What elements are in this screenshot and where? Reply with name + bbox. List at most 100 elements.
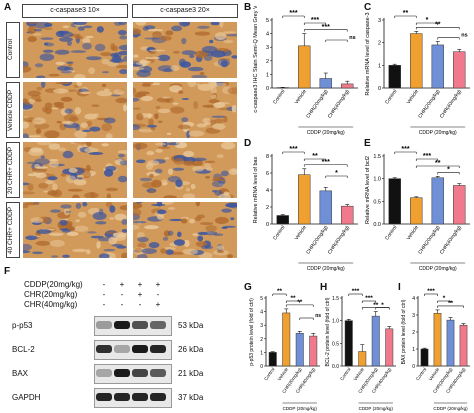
sig-label: ns (349, 35, 355, 41)
sig-label: ** (277, 288, 283, 295)
x-tick-label: Vehicle (406, 89, 420, 106)
row-label-chr40: 40 CHR+ CDDP (6, 202, 20, 258)
x-tick-label: Vehicle (294, 225, 308, 242)
bar (446, 319, 455, 367)
x-tick-label: CHR(40mg/kg) (327, 224, 351, 255)
y-tick-label: 1.0 (373, 177, 381, 183)
micrograph-tile (22, 81, 128, 139)
condition-sign: - (102, 280, 106, 289)
x-tick-label: Control (272, 225, 286, 242)
blot-band (132, 369, 148, 377)
condition-sign: + (119, 280, 125, 289)
y-tick-label: 8 (266, 154, 269, 160)
chart-c: Relative mRNA level of caspase-3 0 1 2 3 Cont… (365, 10, 470, 136)
y-tick-label: 1 (260, 350, 263, 356)
sig-label: ** (448, 300, 454, 307)
y-tick-label: 2 (378, 41, 381, 47)
blot-band (150, 321, 166, 329)
y-tick-label: 4 (266, 188, 269, 194)
micrograph-tile (22, 21, 128, 79)
sig-label: ** (435, 160, 441, 167)
y-tick-label: 2 (266, 59, 269, 65)
x-tick-label: CHR(20mg/kg) (305, 88, 329, 119)
micrograph-tile (132, 81, 238, 139)
chart-d: Relative mRNA level of bax 0 2 4 6 8 Control Ve… (253, 146, 358, 272)
y-tick-label: 4 (412, 296, 415, 302)
sig-label: * (335, 170, 338, 177)
condition-sign: - (120, 300, 124, 309)
panel-letter-e: E (364, 138, 371, 149)
blot-band (96, 393, 112, 401)
x-tick-label: Vehicle (277, 366, 290, 381)
condition-sign: + (137, 280, 143, 289)
blot-band (114, 369, 130, 377)
bar (276, 215, 289, 225)
blot-band (96, 345, 112, 353)
protein-size: 53 kDa (178, 321, 204, 330)
micrograph-tile (132, 21, 238, 79)
y-tick-label: 2 (266, 205, 269, 211)
condition-sign: - (120, 290, 124, 299)
col-header-20x: c-caspase3 20× (132, 4, 238, 18)
sig-label: * (447, 167, 450, 174)
y-tick-label: 0.5 (373, 199, 381, 205)
sig-label: ** (312, 153, 318, 160)
panel-letter-a: A (4, 2, 12, 13)
x-tick-label: CHR(40mg/kg) (439, 224, 463, 255)
x-tick-label: Control (384, 225, 398, 242)
x-tick-label: CHR(20mg/kg) (417, 88, 441, 119)
bar (453, 185, 466, 225)
bar (371, 315, 380, 367)
blot-band (132, 345, 148, 353)
protein-name: BCL-2 (12, 345, 35, 354)
y-tick-label: 3 (266, 45, 269, 51)
blot-band (150, 369, 166, 377)
x-tick-label: Vehicle (428, 366, 441, 381)
y-tick-label: 4 (260, 310, 263, 316)
micrograph-tile (22, 141, 128, 199)
bar (431, 177, 444, 225)
y-tick-label: 0.0 (332, 364, 339, 370)
x-tick-label: Control (339, 367, 351, 382)
sig-label: *** (423, 153, 431, 160)
y-tick-label: 1 (266, 72, 269, 78)
panel-letter-i: I (398, 282, 401, 293)
col-header-10x: c-caspase3 10× (22, 4, 128, 18)
y-tick-label: 0 (266, 222, 269, 228)
group-label: CDDP (20mg/kg) (283, 406, 318, 411)
y-tick-label: 3 (378, 18, 381, 24)
y-tick-label: 1.5 (332, 296, 339, 302)
chart-b: c-caspase3 IHC Stain Semi-Q Mean Grey Va… (253, 6, 358, 136)
bar (433, 313, 442, 367)
sig-label: *** (322, 159, 330, 166)
y-axis-label: p-p53 protein level (fold of ctrl) (249, 298, 255, 366)
blot-band (96, 369, 112, 377)
sig-label: ** (435, 22, 441, 29)
x-tick-label: CHR(40mg/kg) (327, 88, 351, 119)
x-tick-label: Control (415, 367, 427, 382)
condition-sign: - (138, 300, 142, 309)
condition-sign: - (156, 290, 160, 299)
bar (309, 335, 318, 367)
bar (410, 33, 423, 89)
x-tick-label: Vehicle (294, 89, 308, 106)
blot-band (114, 393, 130, 401)
micrograph-tile (132, 141, 238, 199)
sig-label: *** (365, 295, 373, 302)
bar (282, 312, 291, 367)
blot-band (114, 321, 130, 329)
blot-band (114, 345, 130, 353)
blot-band (132, 321, 148, 329)
sig-label: * (426, 17, 429, 24)
group-label: CDDP (20mg/kg) (433, 406, 468, 411)
sig-label: *** (401, 146, 409, 153)
group-label: CDDP (20mg/kg) (307, 130, 345, 136)
bar (319, 78, 332, 89)
panel-letter-f: F (4, 266, 11, 277)
panel-letter-g: G (244, 282, 252, 293)
y-tick-label: 1 (412, 347, 415, 353)
chart-h: BCL-2 protein level (fold of ctrl)0.0 0.5… (325, 288, 396, 411)
micrograph-tile (22, 201, 128, 259)
sig-label: *** (427, 288, 435, 295)
group-label: CDDP (20mg/kg) (307, 266, 345, 272)
